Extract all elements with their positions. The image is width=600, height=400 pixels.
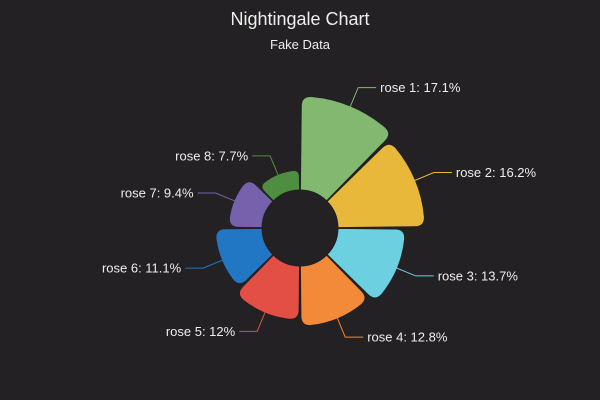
chart-subtitle: Fake Data	[270, 37, 331, 52]
slice-label-1: rose 1: 17.1%	[380, 80, 461, 95]
rose-slice-2[interactable]	[326, 143, 425, 229]
slice-label-6: rose 6: 11.1%	[102, 261, 182, 276]
leader-line-5	[239, 308, 267, 332]
label-leader-lines	[185, 87, 452, 338]
leader-line-6	[185, 258, 226, 269]
rose-slice-8[interactable]	[261, 169, 301, 202]
rose-slices	[215, 95, 425, 327]
leader-line-3	[393, 266, 434, 277]
slice-label-3: rose 3: 13.7%	[438, 268, 519, 283]
rose-slice-1[interactable]	[299, 95, 390, 202]
slice-label-4: rose 4: 12.8%	[367, 330, 448, 345]
slice-label-5: rose 5: 12%	[166, 324, 236, 339]
leader-line-1	[348, 87, 377, 110]
rose-slice-7[interactable]	[228, 181, 274, 229]
leader-line-8	[252, 155, 280, 179]
rose-slice-5[interactable]	[238, 254, 301, 320]
rose-slice-6[interactable]	[215, 227, 274, 285]
slice-label-7: rose 7: 9.4%	[121, 186, 194, 201]
slice-label-8: rose 8: 7.7%	[175, 148, 248, 163]
slice-labels: rose 1: 17.1% rose 2: 16.2% rose 3: 13.7% r…	[102, 80, 537, 345]
leader-line-7	[197, 192, 238, 203]
rose-slice-3[interactable]	[326, 227, 406, 299]
leader-line-2	[411, 172, 452, 183]
rose-slice-4[interactable]	[299, 254, 366, 327]
leader-line-4	[335, 314, 364, 338]
slice-label-2: rose 2: 16.2%	[456, 165, 537, 180]
chart-title: Nightingale Chart	[230, 9, 369, 29]
